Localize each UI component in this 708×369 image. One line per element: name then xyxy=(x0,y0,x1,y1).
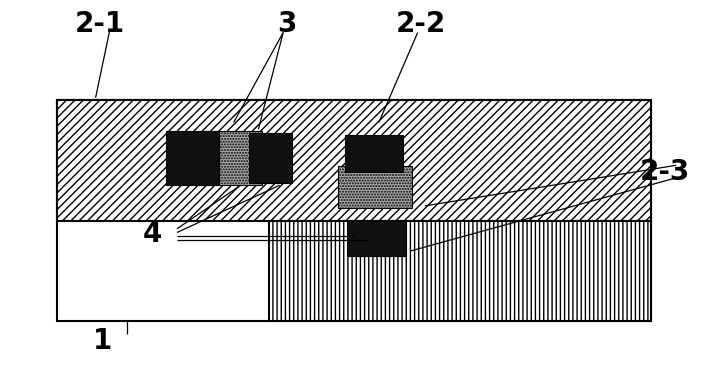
Bar xyxy=(57,100,651,221)
Text: 2-3: 2-3 xyxy=(640,158,690,186)
Bar xyxy=(202,131,262,184)
Bar xyxy=(269,221,651,321)
Text: 1: 1 xyxy=(93,327,113,355)
Bar xyxy=(57,100,651,321)
Bar xyxy=(166,131,219,184)
Bar xyxy=(345,135,403,172)
Text: 4: 4 xyxy=(142,220,162,248)
Text: 3: 3 xyxy=(277,10,297,38)
Text: 2-2: 2-2 xyxy=(396,10,446,38)
Bar xyxy=(249,133,292,183)
Bar xyxy=(347,221,406,256)
Text: 2-1: 2-1 xyxy=(74,10,125,38)
Bar xyxy=(338,166,412,208)
